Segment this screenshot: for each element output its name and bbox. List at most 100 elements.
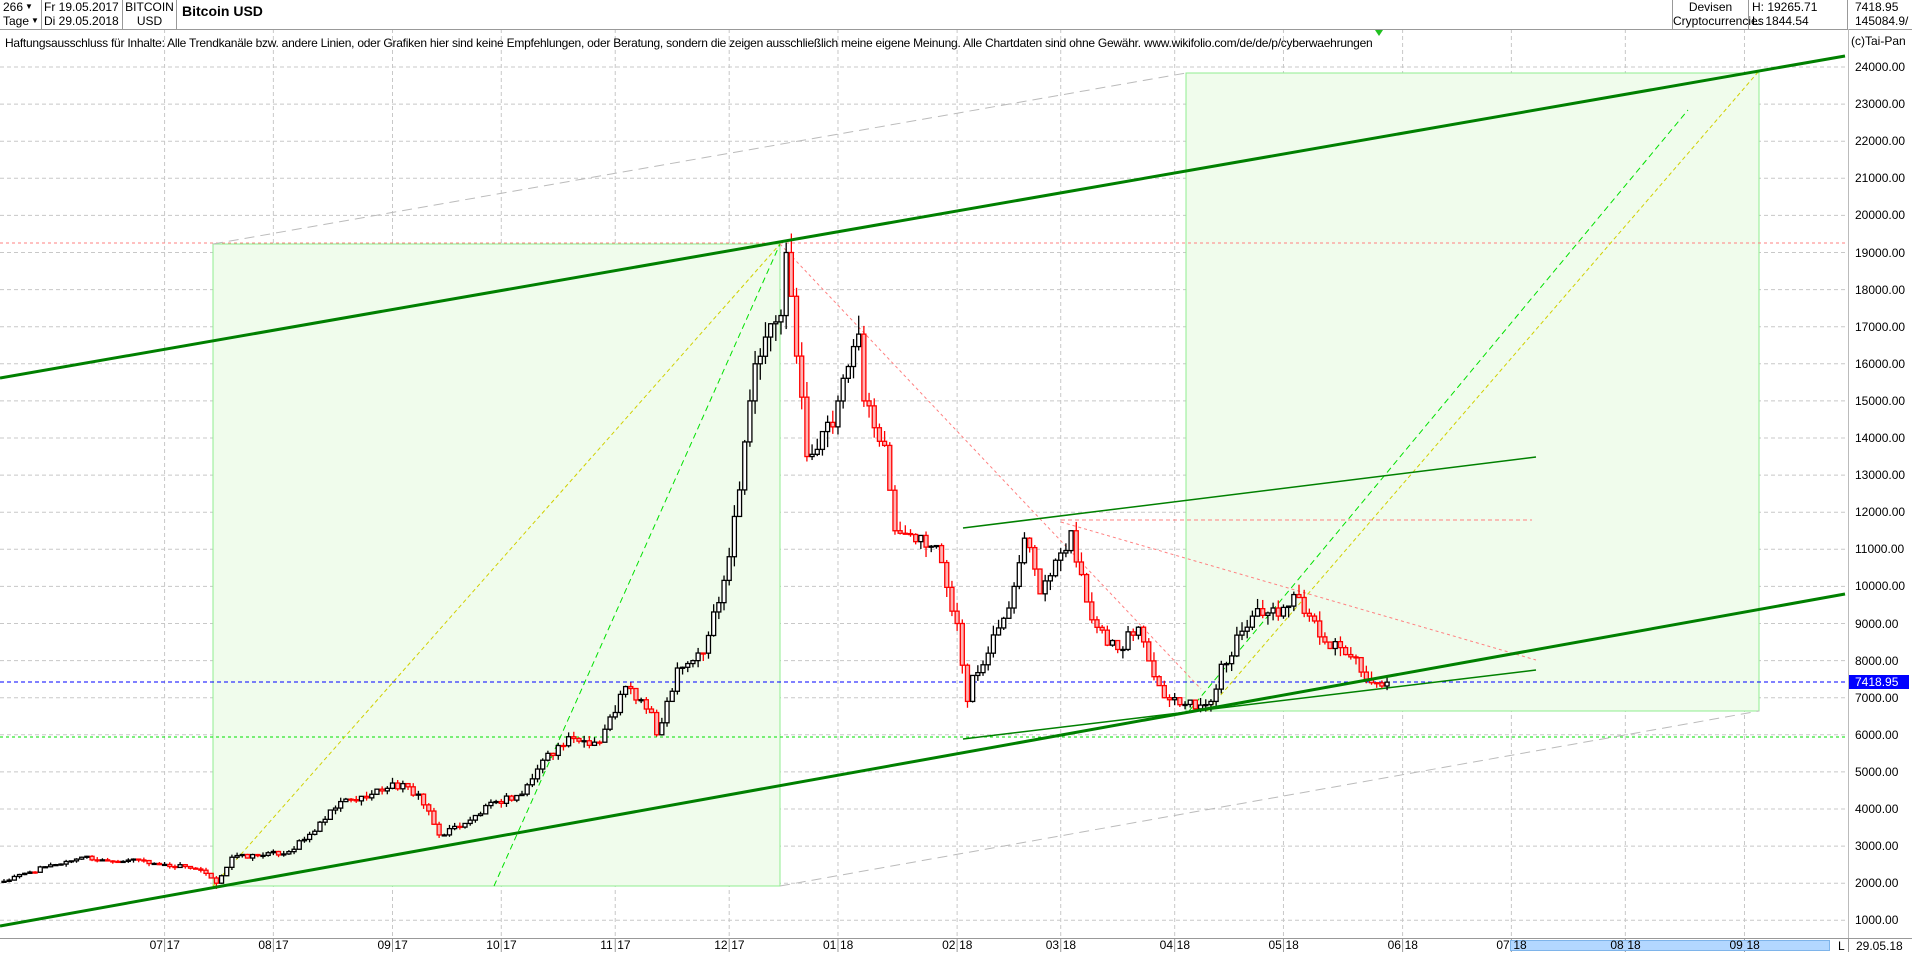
symbol-cell: BITCOIN USD <box>123 0 177 29</box>
candle-up <box>224 866 230 877</box>
candle-up <box>1021 537 1028 564</box>
candle-down <box>1374 682 1380 685</box>
price-tick-label: 7000.00 <box>1855 690 1899 705</box>
candle-down <box>1073 530 1079 563</box>
candle-down <box>89 855 95 861</box>
candle-up <box>358 795 365 802</box>
candle-up <box>260 854 266 858</box>
month-label: 05 <box>1268 938 1282 952</box>
price-tick-label: 19000.00 <box>1855 245 1906 260</box>
candle-up <box>1203 704 1209 707</box>
candle-up <box>301 838 308 842</box>
candle-up <box>1052 559 1059 577</box>
candle-down <box>1296 593 1302 599</box>
scroll-last-button[interactable]: L <box>1838 939 1845 953</box>
candle-up <box>545 752 551 761</box>
candle-down <box>32 871 38 874</box>
candle-down <box>353 799 359 802</box>
price-tick-label: 14000.00 <box>1855 431 1906 445</box>
candle-up <box>1234 634 1240 657</box>
month-label: 11 <box>600 938 613 952</box>
candle-up <box>990 634 997 654</box>
candle-up <box>1270 607 1276 614</box>
candle-up <box>291 848 297 853</box>
candle-up <box>415 793 422 796</box>
year-label: 18 <box>1176 938 1191 952</box>
candle-down <box>363 795 370 799</box>
candle-down <box>405 782 411 788</box>
candle-up <box>679 666 686 669</box>
candle-up <box>68 860 74 863</box>
price-tick-label: 18000.00 <box>1855 282 1906 297</box>
candle-down <box>275 850 282 856</box>
candle-down <box>887 444 893 491</box>
candle-up <box>674 667 681 692</box>
candle-up <box>778 314 784 323</box>
candle-up <box>11 875 18 881</box>
candle-up <box>58 863 64 866</box>
candle-down <box>1078 561 1085 576</box>
candle-down <box>959 622 965 666</box>
candle-down <box>146 859 152 865</box>
candle-down <box>1104 629 1110 646</box>
candle-up <box>814 448 820 455</box>
month-label: 09 <box>1729 938 1743 952</box>
candle-up <box>1016 562 1022 588</box>
year-label: 18 <box>1062 938 1077 952</box>
candle-up <box>270 850 277 854</box>
symbol-line1: BITCOIN <box>125 0 174 14</box>
candle-up <box>1254 608 1261 617</box>
candle-up <box>177 864 183 869</box>
candle-up <box>783 251 789 317</box>
period-dropdown[interactable]: Tage ▼ <box>0 14 41 28</box>
category-line2: Cryptocurrencies <box>1673 14 1764 28</box>
date-range-cell[interactable]: Fr 19.05.2017 Di 29.05.2018 <box>42 0 123 29</box>
price-tick-label: 1000.00 <box>1855 913 1899 928</box>
candle-down <box>156 862 163 866</box>
price-tick-label: 16000.00 <box>1855 356 1906 371</box>
axis-separator <box>1848 938 1849 952</box>
candle-up <box>84 855 90 858</box>
candle-up <box>534 768 541 780</box>
price-tick-label: 5000.00 <box>1855 764 1899 779</box>
candle-down <box>1026 537 1033 549</box>
candle-up <box>467 819 473 825</box>
date-to: Di 29.05.2018 <box>44 14 119 28</box>
candle-up <box>695 652 701 662</box>
candle-down <box>508 795 515 801</box>
candle-down <box>410 786 416 796</box>
candle-down <box>141 859 147 862</box>
candle-down <box>949 586 955 612</box>
candle-down <box>871 405 877 429</box>
year-label: 17 <box>503 938 517 952</box>
candle-up <box>726 556 732 582</box>
candle-down <box>830 421 836 428</box>
candle-down <box>457 825 463 829</box>
candle-up <box>721 579 727 604</box>
candle-up <box>809 453 815 458</box>
candle-down <box>628 685 634 690</box>
candle-down <box>576 737 582 742</box>
candle-down <box>648 708 655 714</box>
candle-up <box>73 858 80 862</box>
candle-up <box>705 634 712 654</box>
count-dropdown[interactable]: 266 ▼ <box>0 0 41 14</box>
candle-down <box>1094 619 1100 628</box>
candle-up <box>622 685 629 696</box>
candle-down <box>1275 607 1281 617</box>
candle-down <box>586 740 592 746</box>
candle-down <box>198 868 204 871</box>
candle-down <box>167 863 173 868</box>
candle-up <box>374 788 380 795</box>
time-scrollbar[interactable] <box>1510 940 1830 951</box>
candle-up <box>736 489 743 518</box>
candle-up <box>819 430 826 451</box>
candle-up <box>1042 580 1048 595</box>
candle-up <box>249 853 256 859</box>
candle-up <box>1063 549 1069 554</box>
candle-down <box>244 853 251 859</box>
category-cell: Devisen Cryptocurrencies <box>1672 0 1764 29</box>
candle-down <box>1353 656 1359 659</box>
candle-down <box>1327 641 1333 650</box>
